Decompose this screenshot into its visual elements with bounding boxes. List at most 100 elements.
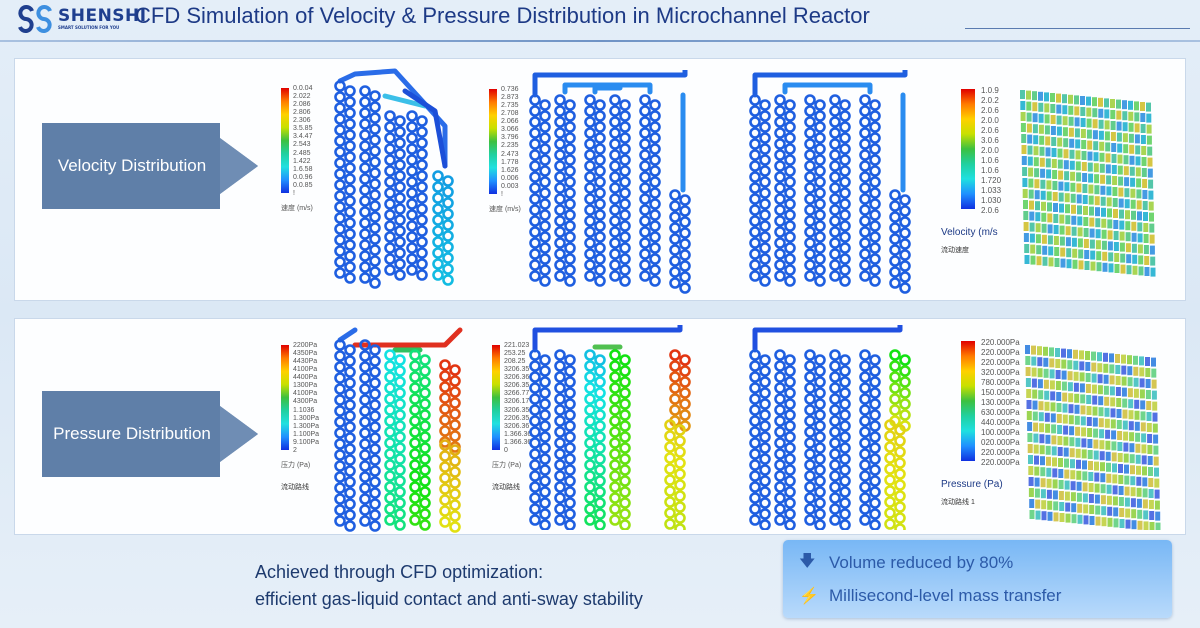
- mesh-cell: [1076, 470, 1082, 480]
- channel-loop: [669, 404, 681, 416]
- channel-loop: [679, 409, 691, 421]
- legend-tick-label: 4100Pa: [293, 366, 318, 374]
- mesh-cell: [1056, 126, 1062, 136]
- channel-loop: [829, 138, 841, 150]
- channel-loop: [859, 437, 871, 449]
- mesh-cell: [1064, 193, 1070, 203]
- mesh-cell: [1086, 129, 1092, 139]
- channel-loop: [539, 409, 551, 421]
- channel-loop: [369, 200, 381, 212]
- mesh-cell: [1098, 97, 1103, 107]
- channel-loop: [609, 149, 621, 161]
- channel-loop: [449, 488, 461, 500]
- channel-loop: [639, 204, 651, 216]
- channel-loop: [384, 382, 396, 394]
- mesh-cell: [1062, 414, 1068, 424]
- mesh-cell: [1141, 157, 1147, 166]
- mesh-cell: [1051, 446, 1057, 456]
- mesh-cell: [1103, 374, 1109, 384]
- mesh-cell: [1053, 225, 1059, 234]
- channel-loop: [679, 260, 691, 272]
- mesh-cell: [1037, 357, 1043, 367]
- channel-loop: [584, 160, 596, 172]
- channel-loop: [369, 178, 381, 190]
- mesh-cell: [1134, 134, 1140, 144]
- legend-unit: Pressure (Pa): [941, 479, 1003, 490]
- mesh-cell: [1093, 141, 1099, 151]
- mesh-cell: [1136, 189, 1142, 199]
- channel-loop: [639, 116, 651, 128]
- mesh-cell: [1056, 104, 1062, 114]
- mesh-cell: [1139, 356, 1144, 366]
- channel-loop: [669, 189, 681, 201]
- channel-loop: [759, 264, 771, 276]
- mesh-cell: [1085, 351, 1090, 360]
- mesh-cell: [1061, 359, 1067, 369]
- channel-loop: [804, 160, 816, 172]
- channel-loop: [554, 492, 566, 504]
- mesh-cell: [1040, 467, 1046, 477]
- channel-loop: [394, 431, 406, 443]
- channel-loop: [344, 410, 356, 422]
- mesh-cell: [1135, 167, 1141, 177]
- channel-loop: [539, 165, 551, 177]
- channel-loop: [409, 404, 421, 416]
- mesh-cell: [1049, 347, 1054, 357]
- channel-loop: [859, 404, 871, 416]
- channel-loop: [774, 459, 786, 471]
- mesh-cell: [1143, 245, 1149, 254]
- channel-loop: [774, 193, 786, 205]
- channel-loop: [564, 121, 576, 133]
- channel-loop: [889, 371, 901, 383]
- summary-line-2: efficient gas-liquid contact and anti-sw…: [255, 589, 643, 609]
- channel-loop: [539, 209, 551, 221]
- mesh-cell: [1122, 133, 1128, 143]
- mesh-cell: [1079, 383, 1085, 393]
- channel-loop: [759, 242, 771, 254]
- channel-pipe: [782, 82, 873, 95]
- mesh-cell: [1075, 150, 1081, 160]
- mesh-cell: [1076, 492, 1082, 502]
- mesh-cell: [1112, 198, 1118, 207]
- channel-loop: [609, 437, 621, 449]
- mesh-cell: [1059, 214, 1065, 224]
- mesh-cell: [1094, 174, 1100, 184]
- mesh-cell: [1086, 107, 1092, 117]
- channel-loop: [344, 250, 356, 262]
- channel-loop: [839, 420, 851, 432]
- channel-loop: [619, 387, 631, 399]
- channel-loop: [619, 409, 631, 421]
- channel-loop: [784, 431, 796, 443]
- channel-loop: [669, 200, 681, 212]
- channel-loop: [529, 94, 541, 106]
- channel-loop: [594, 165, 606, 177]
- mesh-cell: [1047, 224, 1053, 234]
- mesh-cell: [1063, 138, 1069, 148]
- mesh-cell: [1063, 425, 1069, 435]
- legend-tick-label: 2.022: [293, 93, 311, 101]
- pressure-distribution-label: Pressure Distribution: [42, 391, 258, 477]
- channel-loop: [584, 171, 596, 183]
- channel-loop: [564, 475, 576, 487]
- channel-loop: [554, 259, 566, 271]
- channel-loop: [814, 453, 826, 465]
- legend-tick-label: 1.720: [981, 176, 1002, 185]
- channel-loop: [609, 270, 621, 282]
- channel-loop: [344, 118, 356, 130]
- mesh-cell: [1091, 373, 1097, 383]
- mesh-cell: [1112, 176, 1118, 185]
- channel-loop: [774, 270, 786, 282]
- channel-loop: [619, 508, 631, 520]
- channel-loop: [619, 442, 631, 454]
- channel-loop: [774, 360, 786, 372]
- mesh-cell: [1100, 185, 1106, 195]
- channel-loop: [369, 233, 381, 245]
- channel-loop: [784, 398, 796, 410]
- channel-loop: [529, 127, 541, 139]
- mesh-cell: [1069, 448, 1075, 458]
- channel-loop: [584, 404, 596, 416]
- channel-loop: [804, 382, 816, 394]
- mesh-cell: [1039, 135, 1045, 145]
- channel-loop: [529, 481, 541, 493]
- mesh-cell: [1137, 509, 1143, 519]
